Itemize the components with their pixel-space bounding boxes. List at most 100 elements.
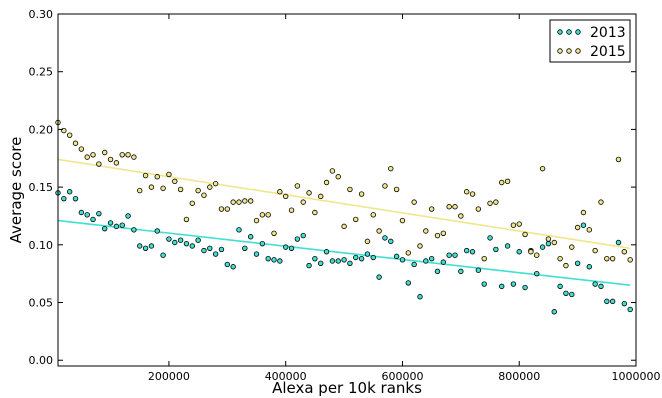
- data-point-0: [358, 255, 365, 262]
- data-point-0: [282, 244, 289, 250]
- data-point-0: [499, 283, 505, 290]
- data-point-1: [504, 178, 511, 185]
- data-point-0: [259, 240, 266, 247]
- data-point-1: [475, 206, 482, 212]
- data-point-0: [487, 235, 493, 241]
- data-point-1: [353, 216, 359, 223]
- data-point-0: [207, 245, 213, 251]
- data-point-0: [242, 245, 248, 251]
- y-tick-label: 0.05: [29, 297, 54, 310]
- data-point-0: [247, 234, 254, 240]
- data-point-0: [604, 298, 610, 305]
- data-point-0: [364, 251, 371, 257]
- data-point-0: [335, 258, 341, 264]
- data-point-0: [382, 235, 388, 241]
- data-point-1: [329, 168, 336, 174]
- data-point-1: [563, 262, 569, 269]
- data-point-0: [598, 283, 604, 290]
- data-point-1: [195, 187, 201, 194]
- data-point-1: [230, 199, 236, 205]
- data-point-0: [545, 240, 552, 247]
- data-point-0: [189, 243, 195, 249]
- x-axis-label: Alexa per 10k ranks: [272, 379, 422, 397]
- data-point-1: [247, 198, 254, 204]
- data-point-1: [218, 206, 225, 212]
- data-point-0: [323, 249, 330, 255]
- data-point-0: [66, 189, 73, 195]
- data-point-1: [300, 199, 306, 205]
- data-point-1: [440, 230, 447, 236]
- data-point-0: [469, 249, 476, 255]
- data-point-1: [347, 186, 353, 193]
- data-point-1: [96, 161, 102, 167]
- data-point-1: [323, 179, 330, 186]
- data-point-1: [469, 191, 476, 197]
- data-point-1: [177, 186, 184, 193]
- data-point-0: [294, 236, 301, 242]
- data-point-0: [510, 281, 517, 287]
- data-point-0: [154, 228, 160, 234]
- data-point-1: [294, 183, 301, 189]
- legend-marker-0: [557, 29, 563, 35]
- legend: 2013 2015: [549, 19, 631, 63]
- data-point-0: [627, 306, 633, 313]
- data-point-0: [434, 268, 441, 275]
- legend-box: [549, 19, 631, 63]
- data-point-0: [137, 243, 143, 249]
- y-tick-label: 0.30: [29, 8, 54, 21]
- data-point-1: [621, 249, 628, 255]
- data-point-0: [347, 260, 353, 266]
- data-point-0: [277, 258, 283, 264]
- data-point-1: [172, 178, 178, 185]
- data-point-0: [300, 232, 306, 239]
- data-point-1: [487, 200, 493, 206]
- data-point-0: [557, 283, 563, 290]
- data-point-1: [452, 204, 458, 210]
- data-point-1: [102, 149, 108, 156]
- data-point-1: [78, 146, 85, 152]
- data-point-1: [259, 212, 266, 218]
- data-point-1: [137, 187, 143, 194]
- y-tick-label: 0.15: [29, 181, 54, 194]
- data-point-0: [621, 300, 628, 307]
- data-point-1: [154, 174, 160, 180]
- data-point-1: [399, 217, 406, 224]
- data-point-1: [592, 247, 598, 254]
- data-point-0: [411, 261, 417, 268]
- data-point-1: [510, 222, 517, 228]
- x-tick-label: 600000: [381, 370, 423, 383]
- data-point-0: [125, 213, 131, 219]
- data-point-1: [207, 184, 213, 190]
- legend-label-1: 2015: [590, 44, 626, 60]
- data-point-0: [370, 254, 376, 261]
- data-point-1: [557, 255, 563, 262]
- data-point-0: [142, 245, 149, 251]
- data-point-0: [341, 257, 347, 263]
- data-point-0: [388, 238, 394, 245]
- data-point-1: [242, 198, 248, 204]
- data-point-0: [580, 222, 587, 228]
- data-point-0: [131, 227, 137, 233]
- data-point-0: [288, 245, 295, 251]
- legend-marker-1: [566, 48, 572, 54]
- y-tick-label: 0.20: [29, 123, 54, 136]
- data-point-1: [463, 189, 470, 195]
- data-point-0: [563, 290, 569, 296]
- data-point-1: [131, 154, 137, 160]
- data-point-1: [312, 209, 318, 216]
- x-tick-label: 200000: [148, 370, 190, 383]
- data-point-0: [265, 255, 271, 262]
- data-point-0: [160, 252, 166, 258]
- data-point-1: [393, 186, 400, 193]
- data-point-0: [312, 255, 318, 262]
- legend-label-0: 2013: [590, 25, 626, 41]
- data-point-0: [119, 222, 125, 228]
- data-point-1: [358, 191, 365, 197]
- data-point-1: [428, 206, 435, 212]
- data-point-0: [452, 252, 458, 258]
- data-point-1: [417, 243, 423, 249]
- data-point-1: [90, 152, 96, 158]
- data-point-1: [253, 217, 260, 224]
- data-point-1: [382, 183, 388, 189]
